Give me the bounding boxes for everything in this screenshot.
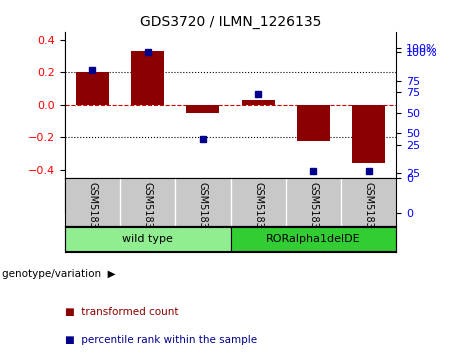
Bar — [242, 100, 275, 105]
Text: ■  percentile rank within the sample: ■ percentile rank within the sample — [65, 335, 257, 345]
Text: RORalpha1delDE: RORalpha1delDE — [266, 234, 361, 244]
Bar — [297, 105, 330, 141]
Text: GSM518354: GSM518354 — [253, 182, 263, 241]
Text: GSM518351: GSM518351 — [87, 182, 97, 241]
Text: wild type: wild type — [122, 234, 173, 244]
Bar — [230, 227, 396, 251]
Text: GSM518352: GSM518352 — [142, 182, 153, 241]
Bar — [352, 105, 385, 163]
Bar — [76, 73, 109, 105]
Text: genotype/variation  ▶: genotype/variation ▶ — [2, 269, 116, 279]
Text: GSM518356: GSM518356 — [364, 182, 374, 241]
Text: GSM518355: GSM518355 — [308, 182, 319, 241]
Text: GSM518353: GSM518353 — [198, 182, 208, 241]
Title: GDS3720 / ILMN_1226135: GDS3720 / ILMN_1226135 — [140, 16, 321, 29]
Bar — [65, 227, 230, 251]
Text: ■  transformed count: ■ transformed count — [65, 307, 178, 316]
Bar — [186, 105, 219, 113]
Bar — [131, 51, 164, 105]
